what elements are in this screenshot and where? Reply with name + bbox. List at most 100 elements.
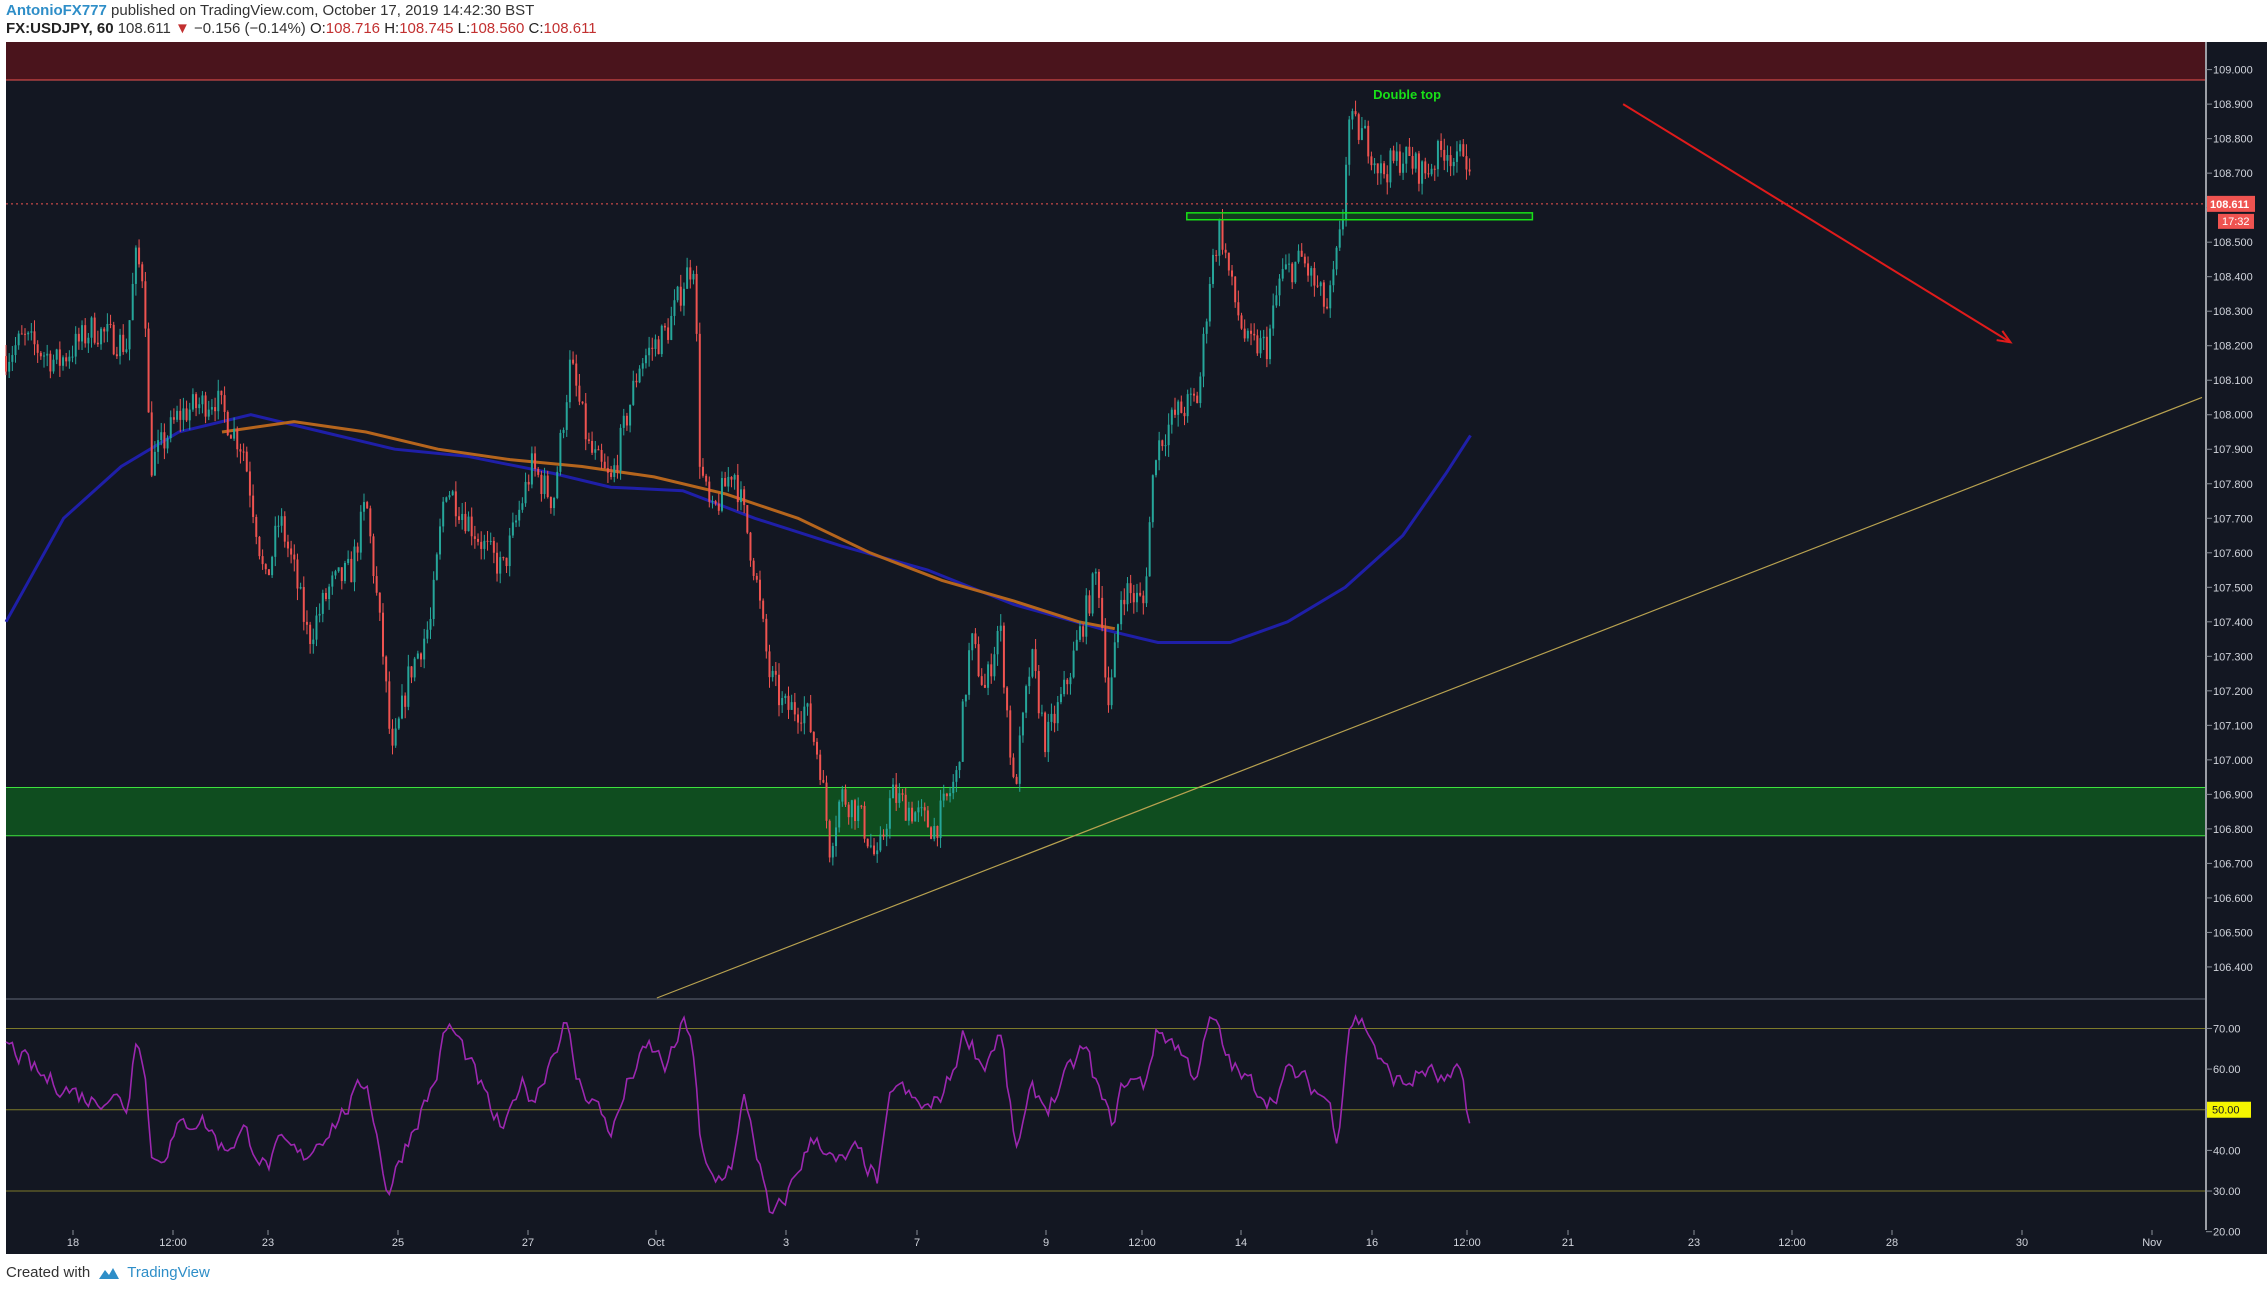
candle-body: [553, 497, 556, 509]
candle-body: [1132, 593, 1135, 603]
candle-body: [968, 650, 971, 695]
candle-body: [562, 429, 565, 433]
candle-body: [191, 394, 194, 410]
candle-body: [416, 653, 419, 659]
candle-body: [267, 569, 270, 576]
candle-body: [603, 461, 606, 469]
candle-body: [1427, 173, 1430, 175]
candle-body: [686, 267, 689, 289]
candle-body: [236, 428, 239, 450]
candle-body: [670, 315, 673, 340]
candle-body: [689, 267, 692, 280]
candle-body: [340, 567, 343, 582]
candle-body: [578, 385, 581, 402]
candle-body: [996, 630, 999, 655]
price-tick-label: 107.200: [2213, 686, 2253, 698]
candle-body: [534, 453, 537, 469]
candle-body: [1310, 268, 1313, 276]
candle-body: [299, 587, 302, 589]
candle-body: [255, 516, 258, 537]
candle-body: [939, 800, 942, 839]
price-tick-label: 107.100: [2213, 720, 2253, 732]
price-tick-label: 106.600: [2213, 893, 2253, 905]
candle-body: [758, 579, 761, 601]
candle-body: [1300, 250, 1303, 257]
candle-body: [1180, 401, 1183, 413]
countdown-badge: [2218, 213, 2254, 229]
candle-body: [923, 807, 926, 811]
candle-body: [182, 408, 185, 420]
candle-body: [153, 451, 156, 476]
candle-body: [36, 344, 39, 353]
candle-body: [1370, 156, 1373, 166]
time-tick-label: Oct: [647, 1237, 664, 1249]
candle-body: [309, 624, 312, 645]
candle-body: [695, 273, 698, 334]
candle-body: [17, 333, 20, 346]
candle-body: [1424, 161, 1427, 174]
candle-body: [955, 770, 958, 782]
time-tick-label: 27: [522, 1237, 534, 1249]
candle-body: [1351, 111, 1354, 120]
candle-body: [515, 520, 518, 523]
current-price-label: 108.611: [2210, 199, 2249, 211]
time-tick-label: 12:00: [1128, 1237, 1156, 1249]
candle-body: [641, 363, 644, 369]
candle-body: [350, 558, 353, 583]
candle-body: [977, 644, 980, 677]
candle-body: [435, 554, 438, 580]
candle-body: [828, 820, 831, 858]
candle-body: [1193, 393, 1195, 396]
candle-body: [62, 357, 65, 366]
candle-body: [730, 476, 733, 480]
candle-body: [439, 526, 442, 555]
candle-body: [125, 349, 128, 352]
candle-body: [52, 359, 55, 372]
author-name[interactable]: AntonioFX777: [6, 2, 107, 19]
low-label: L:: [457, 20, 471, 37]
candle-body: [616, 465, 619, 471]
candle-body: [739, 489, 742, 503]
candle-body: [518, 509, 521, 521]
candle-body: [866, 838, 869, 847]
candle-body: [673, 300, 676, 316]
candle-body: [952, 781, 955, 794]
candle-body: [873, 845, 876, 855]
candle-body: [248, 471, 251, 496]
candle-body: [784, 695, 787, 699]
candle-body: [1142, 595, 1145, 604]
candle-body: [20, 333, 23, 335]
candle-body: [138, 247, 141, 265]
time-axis-background: [6, 1230, 2267, 1254]
time-tick-label: 25: [392, 1237, 404, 1249]
candle-body: [1113, 642, 1116, 678]
candle-body: [1259, 338, 1262, 354]
candle-body: [1053, 713, 1056, 724]
created-with-text: Created with: [6, 1264, 91, 1281]
candle-body: [1002, 625, 1005, 688]
time-tick-label: 18: [67, 1237, 79, 1249]
candle-body: [926, 810, 929, 828]
candle-body: [394, 728, 397, 746]
candle-body: [1196, 395, 1199, 404]
candle-body: [781, 698, 784, 706]
candle-body: [185, 408, 188, 421]
candle-body: [293, 554, 296, 560]
candle-body: [904, 794, 907, 821]
symbol-label[interactable]: FX:USDJPY, 60: [6, 20, 114, 37]
candle-body: [613, 465, 616, 477]
candle-body: [1408, 146, 1411, 157]
candle-body: [214, 407, 217, 412]
price-tick-label: 108.100: [2213, 375, 2253, 387]
tradingview-brand[interactable]: TradingView: [127, 1264, 210, 1281]
candle-body: [1414, 153, 1417, 169]
countdown-label: 17:32: [2222, 216, 2250, 228]
candle-body: [33, 331, 36, 345]
candle-body: [1253, 333, 1256, 336]
candle-body: [207, 409, 210, 417]
price-tick-label: 108.700: [2213, 168, 2253, 180]
candle-body: [201, 395, 204, 405]
candle-body: [119, 334, 122, 357]
candle-body: [1288, 263, 1291, 265]
